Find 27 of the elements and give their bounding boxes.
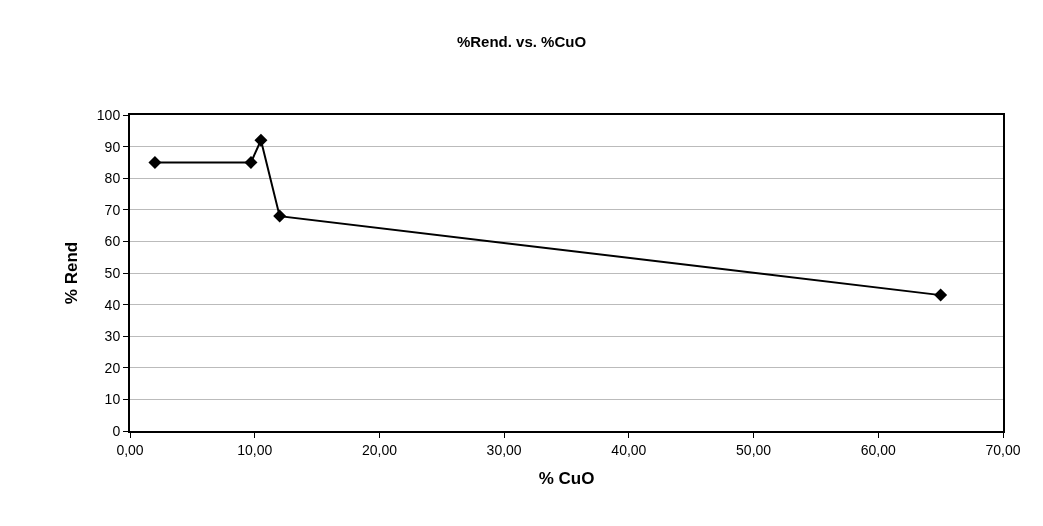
y-tick-label: 90 [104, 138, 121, 155]
y-axis-title: % Rend [61, 241, 81, 305]
x-tick-label: 30,00 [486, 441, 522, 458]
x-tick-label: 20,00 [361, 441, 398, 458]
point [148, 155, 162, 169]
y-tick-label: 60 [104, 233, 121, 250]
x-tick-label: 40,00 [611, 441, 647, 458]
y-tick-label: 50 [104, 264, 121, 281]
point [254, 133, 268, 147]
x-tick-label: 50,00 [736, 441, 772, 458]
x-axis-title: % CuO [538, 468, 595, 488]
point [244, 155, 258, 169]
y-tick-label: 40 [104, 296, 121, 313]
y-tick-label: 70 [104, 201, 121, 218]
point [934, 288, 948, 302]
y-tick-label: 80 [104, 170, 121, 187]
y-tick-label: 100 [96, 106, 121, 123]
point [273, 209, 287, 223]
y-tick-label: 30 [104, 328, 121, 345]
y-tick-label: 0 [112, 422, 121, 439]
x-tick-label: 10,00 [237, 441, 273, 458]
y-tick-label: 10 [104, 391, 121, 408]
chart-title: %Rend. vs. %CuO [456, 33, 587, 51]
x-tick-label: 0,00 [116, 441, 144, 458]
x-tick-label: 60,00 [860, 441, 897, 458]
x-tick-label: 70,00 [985, 441, 1021, 458]
y-tick-label: 20 [104, 359, 121, 376]
